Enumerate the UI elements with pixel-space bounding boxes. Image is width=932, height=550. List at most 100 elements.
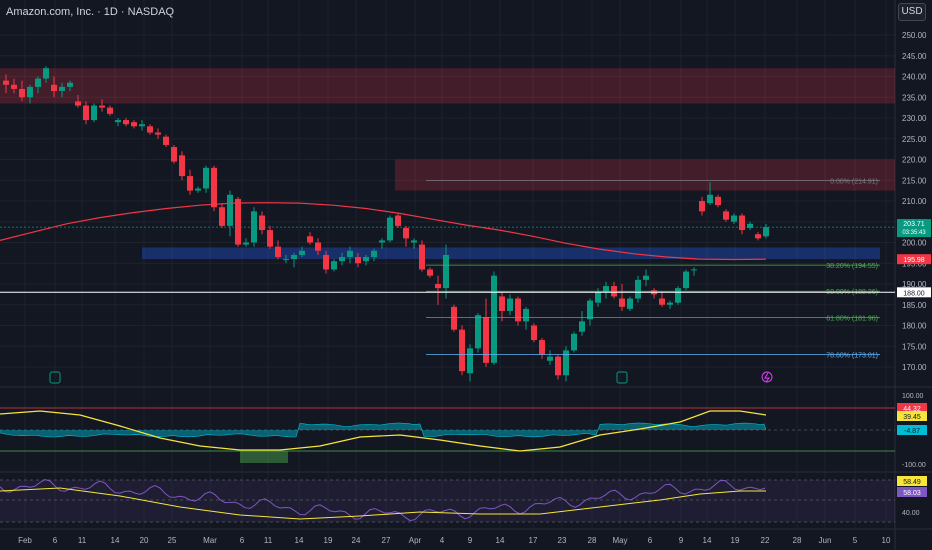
time-axis-label: 14 [295,536,304,545]
candle-down [99,105,105,108]
candle-up [643,275,649,280]
oversold-highlight [240,451,288,463]
candle-down [163,136,169,145]
candle-down [147,126,153,133]
candle-up [603,286,609,293]
candle-down [699,201,705,212]
candle-down [355,257,361,264]
currency-button[interactable]: USD [898,3,926,21]
candle-up [627,298,633,309]
time-axis-label: 11 [78,536,87,545]
price-axis-tick: 180.00 [902,322,927,331]
time-axis-label: Mar [203,536,217,545]
candle-up [763,227,769,237]
candle-down [107,107,113,114]
candle-up [299,250,305,255]
candle-up [283,259,289,261]
candle-down [531,325,537,341]
price-axis-tick: 190.00 [902,280,927,289]
candle-down [515,298,521,322]
time-axis-label: 9 [468,536,473,545]
time-axis-label: 20 [140,536,149,545]
last-price-badge [897,219,931,238]
candle-down [483,317,489,363]
time-axis-label: Apr [409,536,422,545]
candle-down [435,284,441,289]
candle-down [211,167,217,208]
candle-down [155,132,161,135]
time-axis-label: 19 [731,536,740,545]
candle-up [67,82,73,87]
time-axis-label: 6 [648,536,653,545]
osc1-signal-line [0,410,767,452]
fib-level-label: 61.80% (181.96) [826,315,878,322]
candle-up [731,215,737,222]
candle-down [739,215,745,231]
candle-up [387,217,393,241]
time-axis-label: 9 [679,536,684,545]
fib-level-label: 0.00% (214.91) [830,179,878,186]
candle-down [179,155,185,177]
candle-up [203,167,209,189]
price-axis-tick: 170.00 [902,363,927,372]
candle-down [403,227,409,239]
price-axis-tick: 185.00 [902,301,927,310]
candle-up [347,250,353,258]
time-axis-label: 6 [240,536,245,545]
candle-down [619,298,625,307]
osc1-axis-label: 100.00 [902,393,924,400]
candle-down [51,84,57,92]
price-axis-tick: 245.00 [902,52,927,61]
osc2-axis-label: 40.00 [902,510,920,517]
time-axis-label: 6 [53,536,58,545]
candle-down [427,269,433,276]
candle-down [187,176,193,191]
candle-up [331,261,337,270]
candle-down [19,88,25,98]
resistance-zone-upper [0,68,895,104]
time-axis-label: 14 [496,536,505,545]
candle-up [475,315,481,349]
candle-down [3,80,9,85]
time-axis-label: 11 [264,536,273,545]
time-axis-label: 14 [111,536,120,545]
lightning-glyph [764,372,770,383]
time-axis-label: 19 [324,536,333,545]
candle-down [315,242,321,251]
price-axis-tick: 240.00 [902,73,927,82]
time-axis-label: 25 [168,536,177,545]
candle-up [27,86,33,98]
dividend-lightning-icon [761,371,773,383]
osc2-value-label: 58.03 [903,490,921,497]
candle-up [195,188,201,191]
level-badge-label: 188.00 [903,290,925,297]
price-axis-tick: 235.00 [902,93,927,102]
price-axis-tick: 175.00 [902,342,927,351]
time-axis-label: 28 [588,536,597,545]
candle-up [579,321,585,332]
time-axis-label: Jun [819,536,832,545]
candle-up [371,250,377,258]
time-axis-label: 4 [440,536,445,545]
candle-up [491,275,497,363]
candle-down [275,246,281,258]
time-axis-label: 17 [529,536,538,545]
time-axis-label: Feb [18,536,32,545]
candle-up [595,292,601,303]
level-badge [897,287,931,298]
time-axis-label: 27 [382,536,391,545]
resistance-zone-lower [395,159,895,191]
time-axis-label: 10 [882,536,891,545]
candle-up [35,78,41,87]
candle-up [443,254,449,289]
countdown-label: 03:35:43 [902,230,926,236]
candle-down [555,356,561,376]
candle-up [707,194,713,204]
fib-level-label: 78.60% (173.01) [826,353,878,360]
candle-down [395,215,401,226]
osc1-value-label: -4.87 [904,428,920,435]
time-axis-label: 24 [352,536,361,545]
candle-down [499,296,505,311]
